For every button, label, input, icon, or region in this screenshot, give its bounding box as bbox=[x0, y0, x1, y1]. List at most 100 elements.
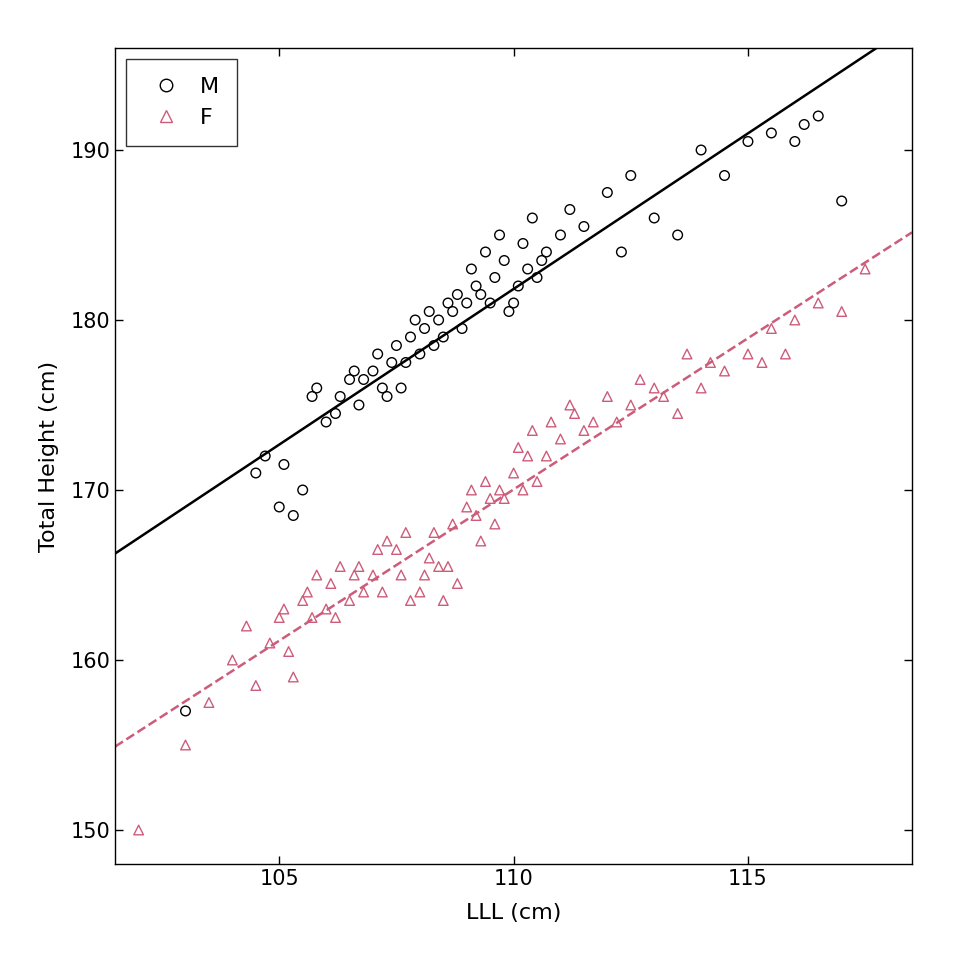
Point bbox=[600, 185, 615, 201]
Point bbox=[553, 228, 568, 243]
Point bbox=[459, 499, 474, 515]
Point bbox=[347, 567, 362, 583]
Point bbox=[272, 610, 287, 625]
Point bbox=[351, 397, 367, 413]
Point bbox=[417, 321, 432, 336]
Point bbox=[492, 228, 507, 243]
Point bbox=[483, 491, 498, 506]
Legend: M, F: M, F bbox=[127, 60, 236, 146]
Point bbox=[304, 389, 320, 404]
Point bbox=[680, 347, 695, 362]
Point bbox=[529, 270, 544, 285]
Point bbox=[225, 652, 240, 667]
Point bbox=[478, 244, 493, 259]
Point bbox=[576, 422, 591, 438]
Point bbox=[356, 372, 372, 387]
Point bbox=[473, 287, 489, 302]
Point bbox=[506, 466, 521, 481]
Point bbox=[496, 491, 512, 506]
Point bbox=[347, 363, 362, 378]
Point bbox=[501, 303, 516, 319]
Point bbox=[834, 193, 850, 208]
Point bbox=[646, 210, 661, 226]
Point bbox=[332, 389, 348, 404]
Point bbox=[670, 228, 685, 243]
Point bbox=[534, 252, 549, 268]
Point bbox=[566, 406, 582, 421]
Point bbox=[553, 431, 568, 446]
Point bbox=[286, 669, 301, 684]
Point bbox=[309, 380, 324, 396]
Point bbox=[342, 372, 357, 387]
Point bbox=[693, 380, 708, 396]
Point bbox=[436, 329, 451, 345]
Point bbox=[740, 347, 756, 362]
Point bbox=[778, 347, 793, 362]
Point bbox=[656, 389, 671, 404]
Point bbox=[623, 397, 638, 413]
Point bbox=[797, 117, 812, 132]
Point bbox=[421, 303, 437, 319]
Point bbox=[478, 474, 493, 490]
Point bbox=[445, 303, 461, 319]
Point bbox=[384, 355, 399, 371]
Point bbox=[529, 474, 544, 490]
Point bbox=[370, 541, 385, 557]
Point bbox=[295, 593, 310, 609]
Point bbox=[764, 126, 780, 141]
Point bbox=[520, 448, 536, 464]
Point bbox=[379, 389, 395, 404]
Point bbox=[319, 601, 334, 616]
Point bbox=[543, 415, 559, 430]
Point bbox=[623, 168, 638, 183]
Point bbox=[511, 278, 526, 294]
Point bbox=[374, 380, 390, 396]
Point bbox=[426, 525, 442, 540]
Point bbox=[431, 559, 446, 574]
Point bbox=[613, 244, 629, 259]
Point bbox=[492, 482, 507, 497]
X-axis label: LLL (cm): LLL (cm) bbox=[466, 902, 562, 923]
Point bbox=[468, 278, 484, 294]
Point bbox=[304, 610, 320, 625]
Point bbox=[810, 108, 826, 124]
Point bbox=[300, 585, 315, 600]
Point bbox=[516, 482, 531, 497]
Point bbox=[178, 704, 193, 719]
Point bbox=[764, 321, 780, 336]
Point bbox=[834, 303, 850, 319]
Point bbox=[272, 499, 287, 515]
Point bbox=[464, 482, 479, 497]
Point bbox=[342, 593, 357, 609]
Point bbox=[525, 422, 540, 438]
Point bbox=[755, 355, 770, 371]
Point bbox=[473, 534, 489, 549]
Point bbox=[403, 329, 419, 345]
Point bbox=[356, 585, 372, 600]
Point bbox=[276, 457, 292, 472]
Point bbox=[459, 296, 474, 311]
Point bbox=[703, 355, 718, 371]
Point bbox=[483, 296, 498, 311]
Point bbox=[717, 363, 732, 378]
Point bbox=[309, 567, 324, 583]
Point bbox=[449, 576, 465, 591]
Point bbox=[319, 415, 334, 430]
Point bbox=[239, 618, 254, 634]
Point bbox=[202, 695, 217, 710]
Point bbox=[787, 312, 803, 327]
Point bbox=[441, 296, 456, 311]
Point bbox=[431, 312, 446, 327]
Point bbox=[178, 737, 193, 753]
Point bbox=[511, 440, 526, 455]
Point bbox=[412, 347, 427, 362]
Point bbox=[496, 252, 512, 268]
Point bbox=[539, 448, 554, 464]
Point bbox=[464, 261, 479, 276]
Point bbox=[633, 372, 648, 387]
Point bbox=[487, 270, 502, 285]
Point bbox=[520, 261, 536, 276]
Point bbox=[576, 219, 591, 234]
Point bbox=[857, 261, 873, 276]
Point bbox=[417, 567, 432, 583]
